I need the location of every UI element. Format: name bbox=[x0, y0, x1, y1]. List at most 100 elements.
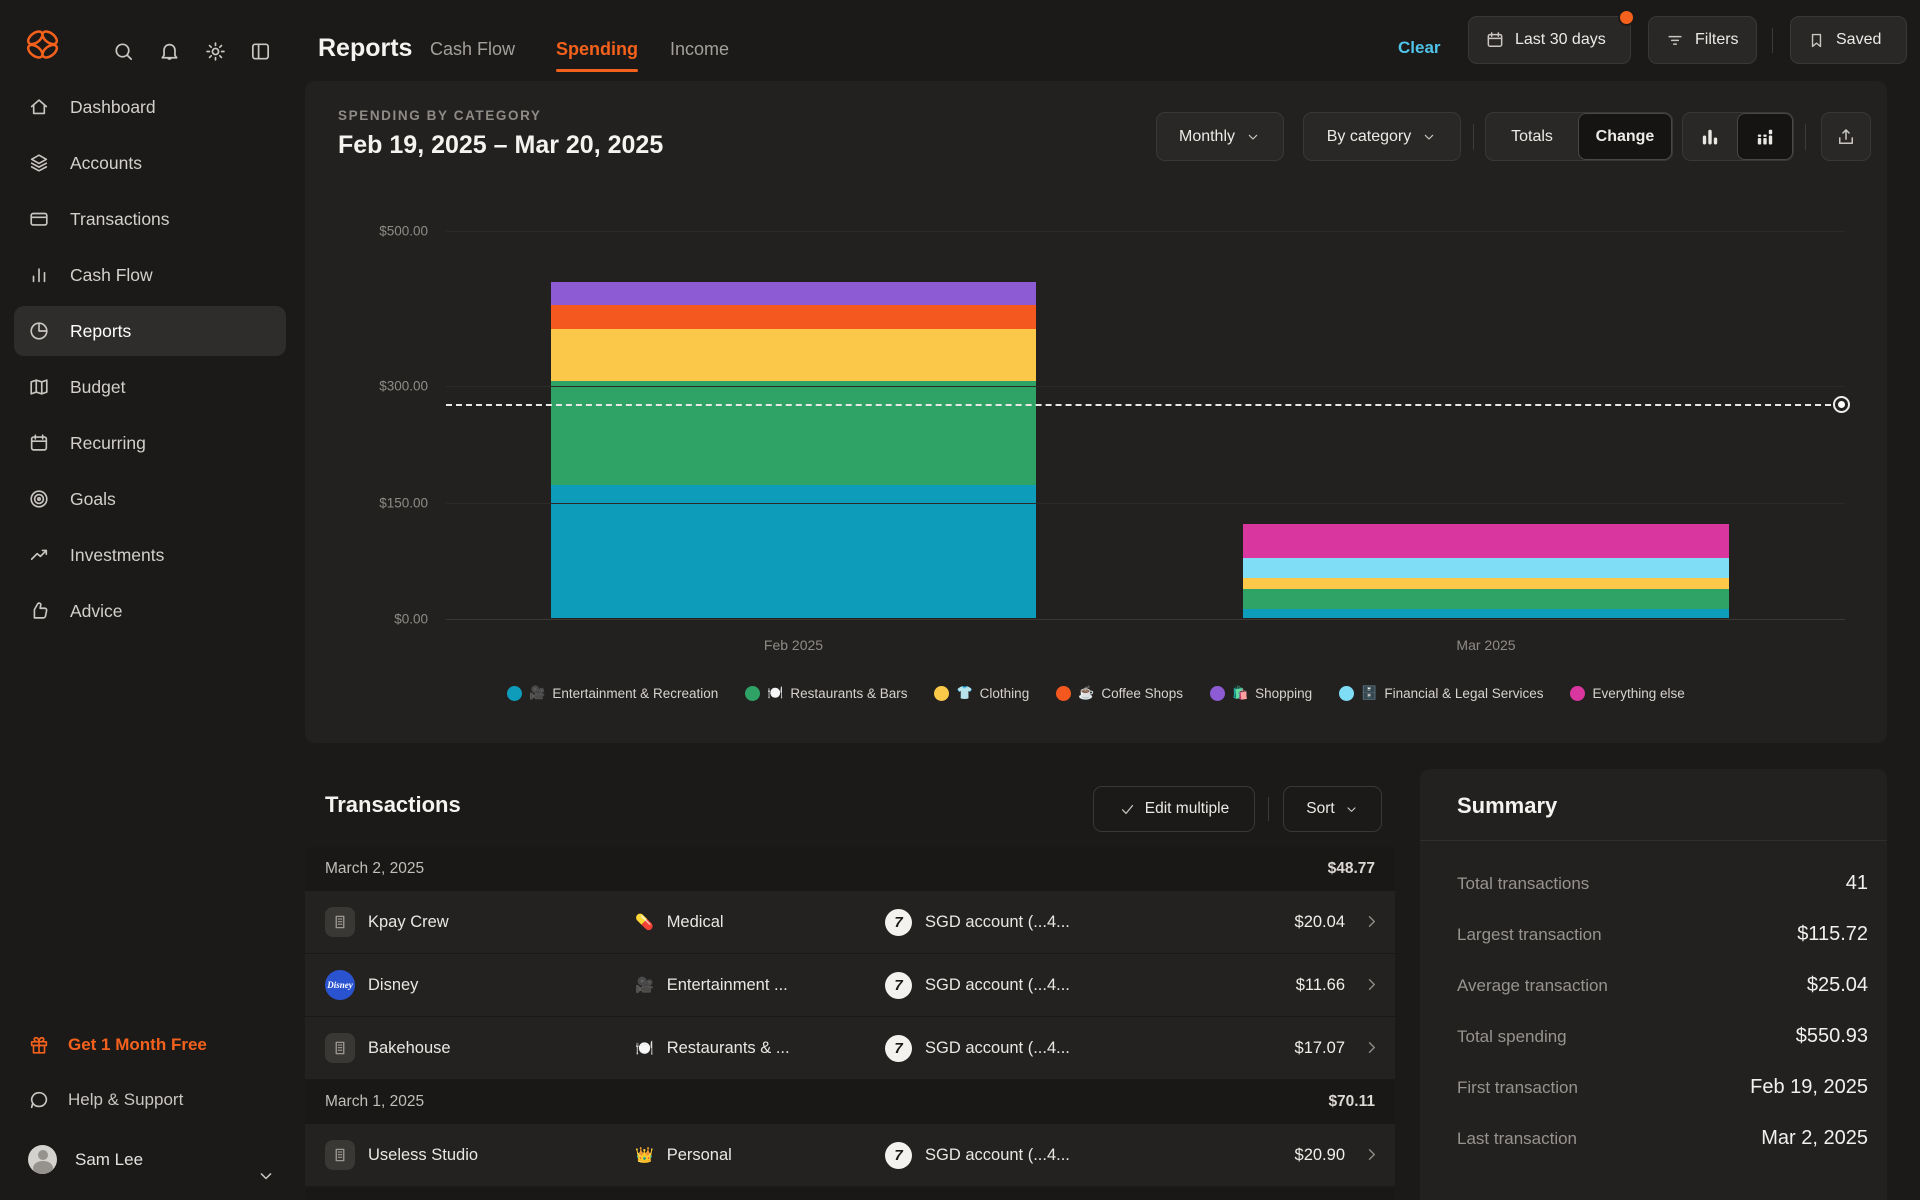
filters-button[interactable]: Filters bbox=[1648, 16, 1757, 64]
stacked-bar-mar-2025[interactable] bbox=[1243, 524, 1729, 618]
sidebar-item-transactions[interactable]: Transactions bbox=[14, 194, 286, 244]
date-group-header: March 2, 2025 $48.77 bbox=[305, 847, 1395, 891]
gridline bbox=[446, 619, 1845, 620]
summary-card: Summary Total transactions41 Largest tra… bbox=[1420, 769, 1887, 1200]
transaction-row[interactable]: DisneyDisney 🎥Entertainment ... 7SGD acc… bbox=[305, 954, 1395, 1016]
bar-segment-entertainment-recreation[interactable] bbox=[551, 485, 1036, 618]
totals-segment[interactable]: Totals bbox=[1486, 113, 1578, 160]
sidebar-item-dashboard[interactable]: Dashboard bbox=[14, 82, 286, 132]
app-window: Reports Cash Flow Spending Income Clear … bbox=[0, 0, 1920, 1200]
change-segment[interactable]: Change bbox=[1578, 113, 1672, 160]
chart-date-range-title: Feb 19, 2025 – Mar 20, 2025 bbox=[338, 131, 663, 160]
tab-cash-flow[interactable]: Cash Flow bbox=[430, 39, 515, 60]
stacked-bar-feb-2025[interactable] bbox=[551, 282, 1036, 618]
merchant-logo-disney: Disney bbox=[325, 970, 355, 1000]
gridline bbox=[446, 231, 1845, 232]
transaction-row[interactable]: Kpay Crew 💊Medical 7SGD account (...4...… bbox=[305, 891, 1395, 953]
chart-legend: 🎥Entertainment & Recreation 🍽️Restaurant… bbox=[305, 685, 1887, 701]
bar-segment-restaurants-bars[interactable] bbox=[551, 381, 1036, 484]
search-icon[interactable] bbox=[104, 32, 142, 70]
date-range-button[interactable]: Last 30 days bbox=[1468, 16, 1631, 64]
map-icon bbox=[28, 376, 50, 398]
notifications-bell-icon[interactable] bbox=[150, 32, 188, 70]
building-icon bbox=[331, 1039, 349, 1057]
legend-dot bbox=[1339, 686, 1354, 701]
chevron-down-icon bbox=[1245, 129, 1261, 145]
topbar-divider bbox=[1772, 28, 1773, 53]
legend-dot bbox=[1210, 686, 1225, 701]
bank-logo: 7 bbox=[885, 972, 912, 999]
legend-dot bbox=[507, 686, 522, 701]
grouped-bars-chart-type-button[interactable] bbox=[1683, 113, 1737, 160]
bar-segment-everything-else[interactable] bbox=[1243, 524, 1729, 558]
clear-filters-link[interactable]: Clear bbox=[1398, 38, 1441, 58]
chart-type-segmented-control bbox=[1682, 112, 1794, 161]
edit-multiple-button[interactable]: Edit multiple bbox=[1093, 786, 1255, 832]
export-icon bbox=[1836, 127, 1856, 147]
building-icon bbox=[331, 1146, 349, 1164]
grouped-bars-icon bbox=[1698, 125, 1722, 149]
sidebar-item-accounts[interactable]: Accounts bbox=[14, 138, 286, 188]
chevron-right-icon[interactable] bbox=[1362, 1038, 1381, 1057]
bank-logo: 7 bbox=[885, 1035, 912, 1062]
controls-divider bbox=[1805, 124, 1806, 150]
summary-row: Total transactions41 bbox=[1457, 858, 1868, 909]
sidebar-item-recurring[interactable]: Recurring bbox=[14, 418, 286, 468]
app-logo-butterfly-icon[interactable] bbox=[24, 26, 61, 68]
group-by-dropdown[interactable]: By category bbox=[1303, 112, 1461, 161]
chevron-right-icon[interactable] bbox=[1362, 912, 1381, 931]
sidebar-item-advice[interactable]: Advice bbox=[14, 586, 286, 636]
transaction-row[interactable]: Useless Studio 👑Personal 7SGD account (.… bbox=[305, 1124, 1395, 1186]
bar-segment-clothing[interactable] bbox=[551, 329, 1036, 382]
bar-segment-financial-legal-services[interactable] bbox=[1243, 558, 1729, 578]
transaction-row[interactable]: Bakehouse 🍽️Restaurants & ... 7SGD accou… bbox=[305, 1017, 1395, 1079]
tab-spending[interactable]: Spending bbox=[556, 39, 638, 60]
bar-segment-clothing[interactable] bbox=[1243, 578, 1729, 588]
bookmark-icon bbox=[1807, 31, 1826, 50]
y-tick-label: $0.00 bbox=[394, 612, 428, 627]
category-emoji: 🍽️ bbox=[635, 1039, 654, 1057]
legend-item: 👕Clothing bbox=[934, 685, 1029, 701]
pie-chart-icon bbox=[28, 320, 50, 342]
filter-icon bbox=[1665, 30, 1685, 50]
bank-logo: 7 bbox=[885, 1142, 912, 1169]
merchant-logo bbox=[325, 1033, 355, 1063]
trending-up-icon bbox=[28, 544, 50, 566]
user-menu[interactable]: Sam Lee bbox=[28, 1145, 143, 1174]
summary-row: Last transactionMar 2, 2025 bbox=[1457, 1113, 1868, 1164]
y-tick-label: $300.00 bbox=[379, 379, 428, 394]
bar-segment-coffee-shops[interactable] bbox=[551, 305, 1036, 328]
sidebar-item-cash-flow[interactable]: Cash Flow bbox=[14, 250, 286, 300]
chat-bubble-icon bbox=[28, 1089, 50, 1111]
summary-row: Largest transaction$115.72 bbox=[1457, 909, 1868, 960]
sidebar-item-budget[interactable]: Budget bbox=[14, 362, 286, 412]
sidebar: Dashboard Accounts Transactions Cash Flo… bbox=[0, 80, 300, 1200]
stacked-bars-icon bbox=[1753, 125, 1777, 149]
y-tick-label: $150.00 bbox=[379, 495, 428, 510]
legend-dot bbox=[745, 686, 760, 701]
saved-button[interactable]: Saved bbox=[1790, 16, 1907, 64]
bar-segment-shopping[interactable] bbox=[551, 282, 1036, 305]
sidebar-item-investments[interactable]: Investments bbox=[14, 530, 286, 580]
user-chevron-down-icon[interactable] bbox=[256, 1166, 276, 1186]
bar-segment-restaurants-bars[interactable] bbox=[1243, 589, 1729, 609]
x-axis-label-mar: Mar 2025 bbox=[1243, 637, 1729, 653]
category-emoji: 💊 bbox=[635, 913, 654, 931]
settings-gear-icon[interactable] bbox=[196, 32, 234, 70]
help-support-link[interactable]: Help & Support bbox=[28, 1089, 183, 1111]
sort-button[interactable]: Sort bbox=[1283, 786, 1382, 832]
export-button[interactable] bbox=[1821, 112, 1871, 161]
sidebar-item-goals[interactable]: Goals bbox=[14, 474, 286, 524]
tx-header-divider bbox=[1268, 797, 1269, 821]
chevron-right-icon[interactable] bbox=[1362, 975, 1381, 994]
sidebar-toggle-icon[interactable] bbox=[241, 32, 279, 70]
category-emoji: 👑 bbox=[635, 1146, 654, 1164]
tab-income[interactable]: Income bbox=[670, 39, 729, 60]
chevron-right-icon[interactable] bbox=[1362, 1145, 1381, 1164]
summary-row: First transactionFeb 19, 2025 bbox=[1457, 1062, 1868, 1113]
granularity-dropdown[interactable]: Monthly bbox=[1156, 112, 1284, 161]
stacked-bars-chart-type-button[interactable] bbox=[1737, 113, 1793, 160]
bar-segment-entertainment-recreation[interactable] bbox=[1243, 609, 1729, 618]
sidebar-item-reports[interactable]: Reports bbox=[14, 306, 286, 356]
get-month-free-link[interactable]: Get 1 Month Free bbox=[28, 1034, 207, 1056]
